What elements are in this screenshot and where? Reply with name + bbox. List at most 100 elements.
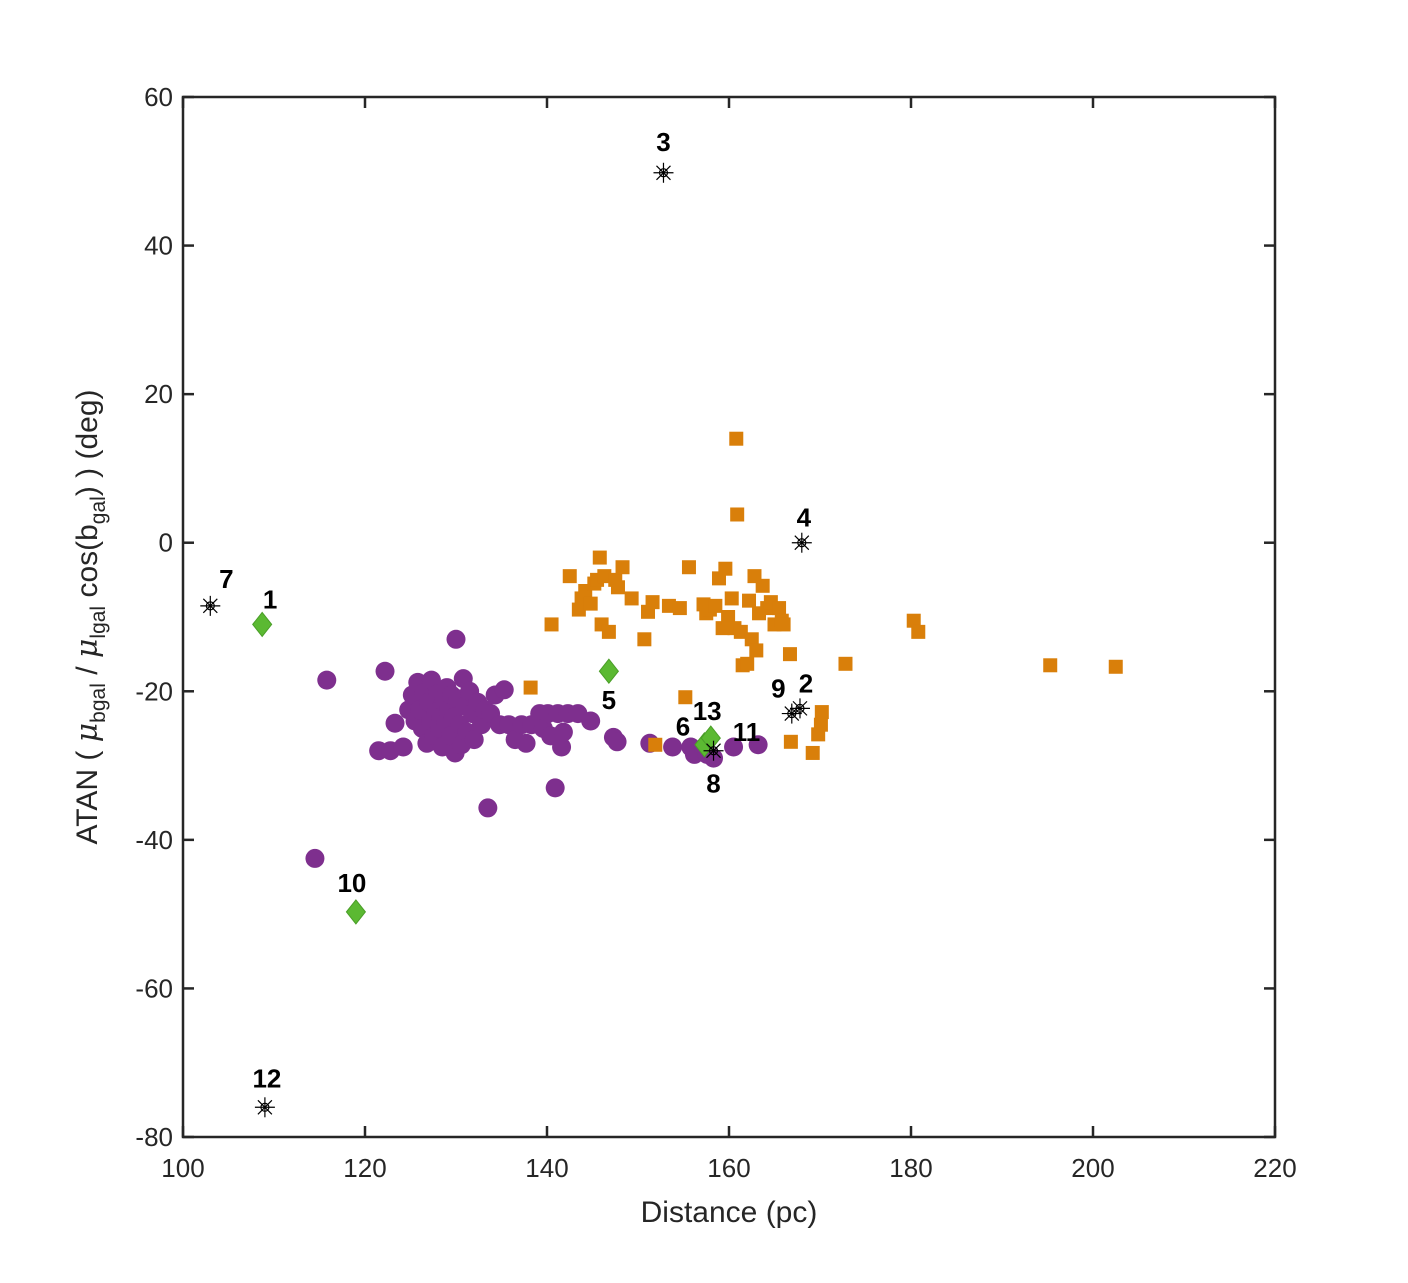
orange-point bbox=[776, 617, 791, 632]
green-diamond-point bbox=[252, 611, 273, 638]
y-label-mu-b: μ bbox=[70, 723, 105, 743]
orange-point bbox=[637, 632, 652, 647]
orange-point bbox=[1108, 659, 1123, 674]
purple-point bbox=[317, 670, 337, 690]
star-point bbox=[703, 740, 724, 761]
orange-point bbox=[571, 602, 586, 617]
green-diamond-point bbox=[345, 899, 367, 925]
orange-point bbox=[592, 550, 607, 565]
star-point bbox=[653, 162, 674, 183]
orange-point bbox=[715, 621, 730, 636]
star-point bbox=[254, 1097, 275, 1118]
orange-point bbox=[624, 591, 639, 606]
y-label-sub-l: lgal bbox=[87, 606, 110, 639]
orange-point bbox=[749, 643, 764, 658]
orange-point bbox=[740, 656, 755, 671]
point-label: 13 bbox=[693, 696, 722, 726]
purple-point bbox=[516, 733, 536, 753]
purple-point bbox=[446, 629, 466, 649]
orange-point bbox=[610, 580, 625, 595]
x-tick-label: 200 bbox=[1071, 1153, 1114, 1183]
y-label-sub-cos: gal bbox=[87, 496, 110, 524]
point-label: 9 bbox=[771, 674, 785, 704]
orange-point bbox=[708, 598, 723, 613]
y-label-mu-l: μ bbox=[70, 639, 105, 659]
orange-point bbox=[562, 569, 577, 584]
x-tick-label: 160 bbox=[707, 1153, 750, 1183]
orange-point bbox=[782, 647, 797, 662]
y-label-slash: / bbox=[71, 658, 104, 683]
plot-marks bbox=[200, 162, 1123, 1118]
star-point bbox=[789, 698, 810, 719]
x-tick-label: 140 bbox=[525, 1153, 568, 1183]
green-diamond-point bbox=[700, 725, 721, 751]
purple-point bbox=[724, 737, 744, 757]
purple-point bbox=[464, 730, 484, 750]
purple-point bbox=[663, 737, 683, 757]
orange-point bbox=[601, 624, 616, 639]
purple-point bbox=[393, 737, 413, 757]
point-label: 3 bbox=[656, 127, 670, 157]
purple-point bbox=[748, 735, 768, 755]
orange-point bbox=[733, 624, 748, 639]
green-diamond-point bbox=[598, 658, 620, 685]
orange-point bbox=[906, 613, 921, 628]
y-tick-label: 0 bbox=[159, 528, 173, 558]
purple-point bbox=[545, 778, 565, 798]
orange-point bbox=[1043, 658, 1058, 673]
orange-point bbox=[744, 632, 759, 647]
purple-point bbox=[478, 798, 498, 818]
orange-point bbox=[681, 560, 696, 575]
point-label: 5 bbox=[602, 685, 616, 715]
orange-point bbox=[672, 601, 687, 616]
orange-point bbox=[721, 610, 736, 624]
y-tick-label: 40 bbox=[144, 231, 173, 261]
purple-point bbox=[494, 680, 514, 700]
point-label: 10 bbox=[337, 868, 366, 898]
y-axis-label: ATAN ( μbgal / μlgal cos(bgal) ) (deg) bbox=[70, 389, 110, 844]
purple-point bbox=[581, 711, 601, 731]
orange-point bbox=[805, 745, 820, 760]
orange-point bbox=[615, 560, 630, 575]
point-label: 6 bbox=[676, 712, 690, 742]
x-tick-label: 180 bbox=[889, 1153, 932, 1183]
y-tick-label: 60 bbox=[144, 82, 173, 112]
y-tick-label: -60 bbox=[135, 973, 173, 1003]
orange-point bbox=[661, 598, 676, 613]
purple-point bbox=[385, 713, 405, 733]
axis-ticks: 100 120 140 160 180 200 220 -80 -60 -40 -20 0 20 40 60 bbox=[135, 82, 1296, 1183]
orange-point bbox=[597, 569, 612, 584]
orange-point bbox=[813, 717, 828, 732]
orange-point bbox=[730, 507, 745, 522]
star-point bbox=[200, 595, 221, 616]
orange-point bbox=[755, 578, 770, 593]
orange-point bbox=[648, 737, 663, 752]
point-label: 8 bbox=[706, 769, 720, 799]
orange-point bbox=[911, 624, 926, 639]
orange-point bbox=[838, 656, 853, 671]
point-label: 2 bbox=[799, 668, 813, 698]
y-label-sub-b: bgal bbox=[87, 683, 110, 723]
x-tick-label: 220 bbox=[1253, 1153, 1296, 1183]
point-label: 1 bbox=[263, 584, 277, 614]
orange-point bbox=[718, 561, 733, 576]
purple-point bbox=[607, 732, 627, 752]
star-point bbox=[791, 532, 812, 553]
orange-point bbox=[783, 734, 798, 749]
orange-point bbox=[742, 593, 757, 608]
purple-point bbox=[375, 661, 395, 681]
purple-point bbox=[553, 722, 573, 742]
y-label-suffix: ) ) (deg) bbox=[71, 389, 104, 496]
y-label-prefix: ATAN ( bbox=[71, 742, 104, 844]
y-tick-label: -40 bbox=[135, 825, 173, 855]
star-point bbox=[781, 703, 802, 724]
point-label: 7 bbox=[219, 564, 233, 594]
purple-point bbox=[552, 737, 572, 757]
point-label: 11 bbox=[733, 717, 761, 747]
x-axis-label: Distance (pc) bbox=[641, 1196, 818, 1229]
orange-point bbox=[678, 690, 693, 705]
point-label: 4 bbox=[797, 503, 812, 533]
